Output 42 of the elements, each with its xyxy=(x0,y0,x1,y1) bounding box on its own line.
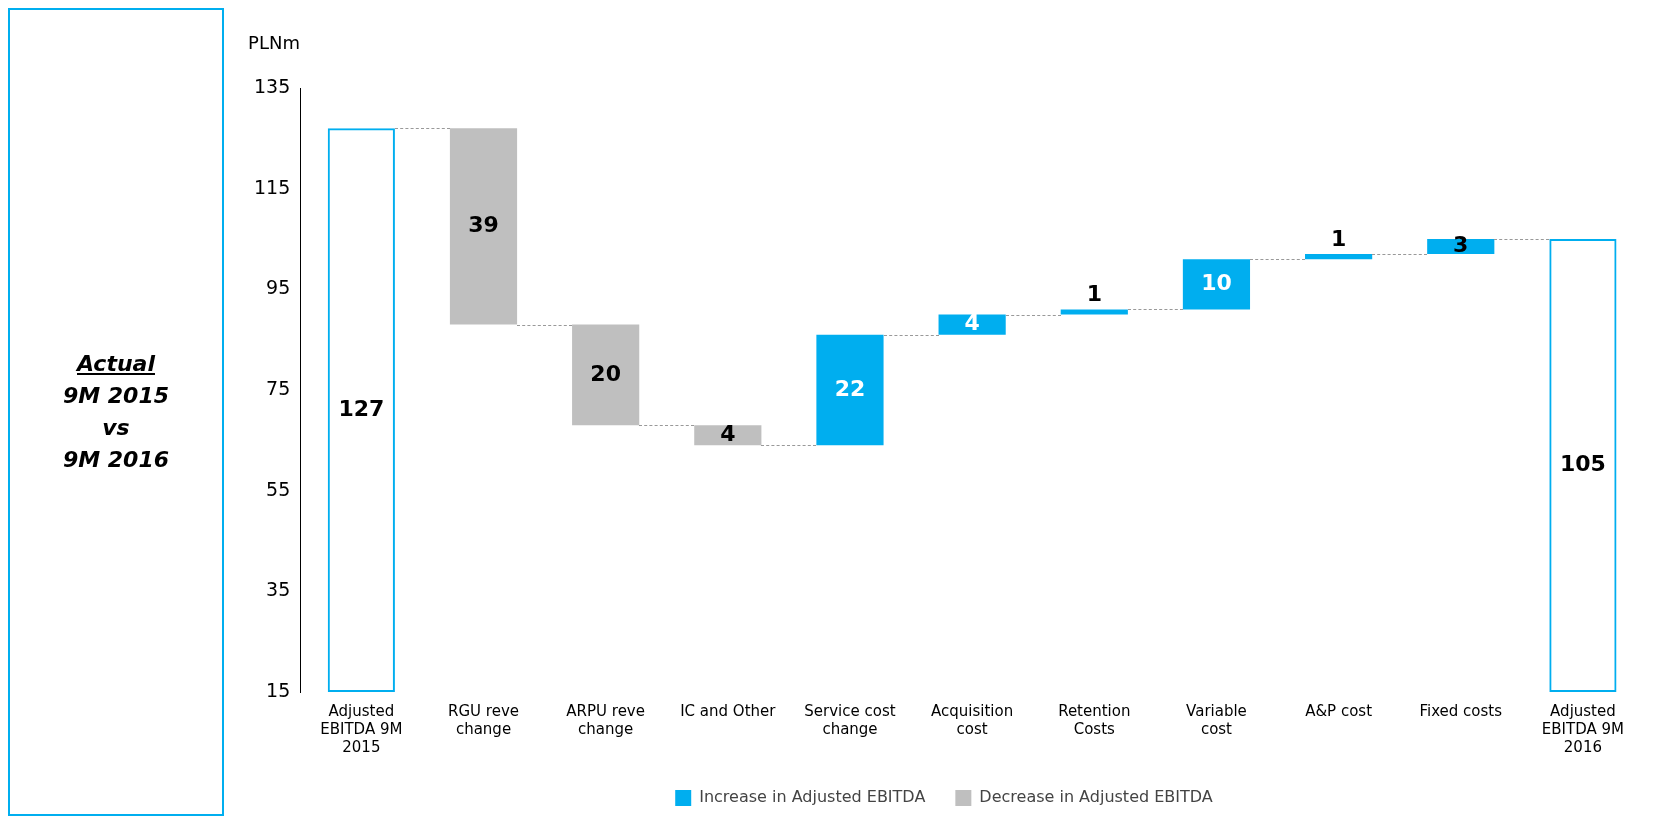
x-tick-label: Acquisition cost xyxy=(931,701,1014,738)
data-label: 3 xyxy=(1453,232,1469,258)
data-label: 105 xyxy=(1559,451,1606,477)
x-tick-label: Adjusted EBITDA 9M 2015 xyxy=(320,701,403,756)
y-tick-label: 15 xyxy=(266,678,291,701)
y-tick-label: 95 xyxy=(266,276,291,299)
data-label: 1 xyxy=(1330,225,1347,251)
bar xyxy=(816,334,884,446)
text: vs xyxy=(102,414,130,442)
data-label: 1 xyxy=(1086,281,1102,307)
x-tick-label: Retention Costs xyxy=(1058,701,1131,738)
x-tick-label: Adjusted EBITDA 9M 2016 xyxy=(1541,701,1624,756)
data-label: 4 xyxy=(720,421,736,447)
y-tick-label: 135 xyxy=(254,74,291,97)
x-tick-label: A&P cost xyxy=(1305,701,1373,720)
text: Actual xyxy=(77,350,155,378)
bar xyxy=(572,324,640,426)
y-tick-label: 55 xyxy=(266,477,291,500)
bar xyxy=(1305,254,1373,260)
y-tick-label: 75 xyxy=(266,376,291,399)
y-tick-label: 35 xyxy=(266,578,291,601)
x-tick-label: Service cost change xyxy=(804,701,896,738)
x-tick-label: Fixed costs xyxy=(1419,701,1503,720)
data-label: 4 xyxy=(964,310,980,336)
y-tick-label: 115 xyxy=(254,175,291,198)
legend-label: Increase in Adjusted EBITDA xyxy=(699,787,926,807)
data-label: 22 xyxy=(834,375,866,401)
x-tick-label: ARPU reve change xyxy=(566,701,645,738)
legend-label: Decrease in Adjusted EBITDA xyxy=(979,787,1213,807)
data-label: 127 xyxy=(338,395,385,421)
bar xyxy=(449,128,518,325)
text: 9M 2016 xyxy=(62,446,170,474)
bar xyxy=(1060,309,1128,315)
x-tick-label: RGU reve change xyxy=(448,701,519,738)
data-label: 10 xyxy=(1201,270,1232,296)
data-label: 20 xyxy=(590,360,621,386)
y-axis-title: PLNm xyxy=(248,31,300,53)
data-label: 39 xyxy=(468,212,499,238)
text: 9M 2015 xyxy=(62,382,170,410)
bar xyxy=(1182,259,1251,310)
x-tick-label: Variable cost xyxy=(1186,701,1247,738)
x-tick-label: IC and Other xyxy=(680,701,777,720)
